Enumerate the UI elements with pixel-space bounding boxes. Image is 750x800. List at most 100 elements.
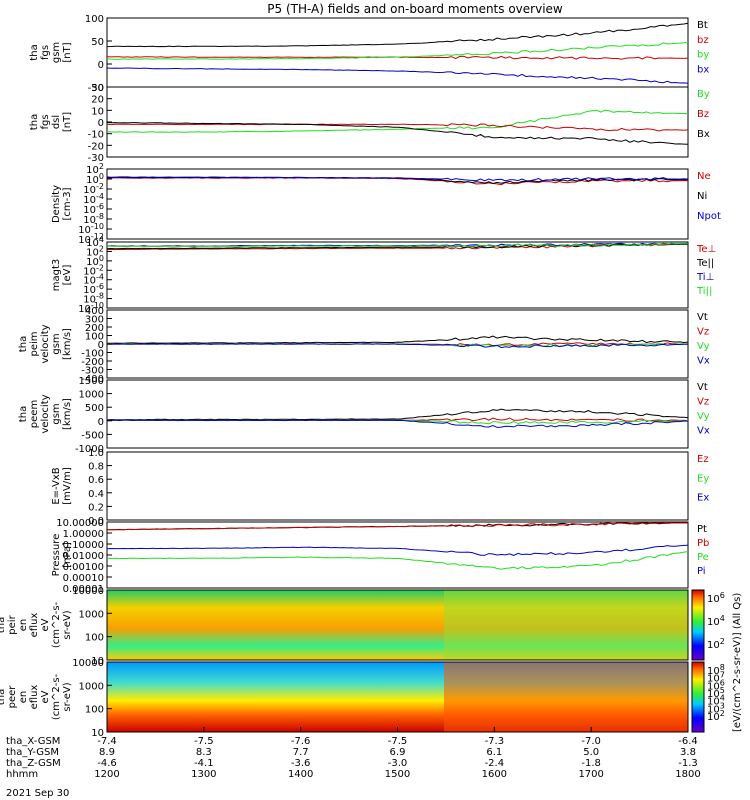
- ytick-label: 0.00010: [63, 573, 104, 584]
- legend-by: by: [697, 50, 709, 61]
- legend-Ni: Ni: [697, 191, 707, 202]
- series-line-Te⊥: [107, 243, 688, 251]
- ylabel-line: Density: [51, 185, 62, 223]
- ylabel-line: (cm^2-s-: [51, 673, 62, 720]
- ytick-label: 0.4: [88, 489, 104, 500]
- ytick-label: -10: [88, 130, 104, 141]
- ylabel-line: en: [18, 691, 29, 704]
- colorbar-tick: 104: [707, 614, 725, 628]
- ylabel-line: tha: [0, 617, 7, 633]
- ytick-label: 10-6: [83, 282, 104, 296]
- ylabel-line: tha: [29, 44, 40, 60]
- series-line-Vx: [106, 343, 688, 349]
- series-line-Npot: [106, 176, 689, 182]
- ytick-label: 1000: [79, 681, 104, 692]
- panel-5-ylabel: tha peim velocity gsm [km/s]: [18, 324, 73, 363]
- ytick-label: 0.0: [88, 516, 104, 527]
- panel-8: 10.000001.000000.100000.010000.001000.00…: [51, 518, 709, 595]
- colorbar-tick: 107: [707, 671, 725, 685]
- ytick-label: -50: [88, 83, 104, 94]
- ylabel-line: tha: [29, 114, 40, 130]
- series-line-By: [106, 109, 689, 133]
- panel-4-ylabel: magt3 [eV]: [51, 259, 73, 292]
- colorbar-2: [691, 661, 705, 733]
- colorbar-tick: 108: [707, 663, 725, 677]
- ytick-label: 0.10000: [63, 540, 104, 551]
- ytick-label: 10-2: [83, 182, 104, 196]
- ytick-label: 102: [86, 244, 104, 258]
- series-line-Pb: [106, 522, 688, 531]
- ytick-label: -200: [81, 357, 104, 368]
- panel-9: 10000 1000 100 10 tha peir en eflux eV (cm^2-s-sr…: [0, 586, 689, 667]
- ytick-label: 100: [85, 14, 104, 25]
- ephem-value: -7.3: [485, 736, 505, 747]
- series-line-bx: [106, 67, 689, 84]
- ytick-label: 100: [85, 633, 104, 644]
- ylabel-line: E=-VxB: [51, 467, 62, 504]
- legend-Te||: Te||: [696, 258, 714, 269]
- ephem-value: 3.8: [680, 747, 696, 758]
- ytick-label: 10-12: [78, 232, 104, 246]
- ytick-label: 1000: [79, 390, 104, 401]
- panel-6-ylabel: tha peem velocity gsm [km/s]: [18, 394, 73, 433]
- colorbar-tick: 106: [707, 678, 725, 692]
- legend-Ne: Ne: [697, 171, 711, 182]
- series-line-Pi: [106, 544, 689, 556]
- series-line-Vx: [106, 419, 689, 428]
- ephem-value: 6.9: [390, 747, 406, 758]
- ylabel-line: Pressure: [51, 534, 62, 577]
- series-line-Bt: [106, 22, 689, 48]
- ytick-label: 1000: [79, 609, 104, 620]
- ytick-label: 200: [85, 323, 104, 334]
- ytick-label: 10000: [72, 658, 104, 669]
- ylabel-line: peim: [29, 331, 40, 356]
- ytick-label: -500: [81, 430, 104, 441]
- ylabel-line: [mV/m]: [62, 467, 73, 505]
- panel-7-frame: [106, 451, 689, 521]
- ylabel-line: [nT]: [62, 112, 73, 132]
- ephem-value: 8.9: [99, 747, 115, 758]
- ytick-label: 500: [85, 403, 104, 414]
- ytick-label: 10-10: [78, 222, 104, 236]
- ytick-label: 10-10: [78, 301, 104, 315]
- legend-Vx: Vx: [697, 426, 710, 437]
- ytick-label: 0.2: [88, 502, 104, 513]
- panel-9-frame: [106, 589, 689, 661]
- figure-title: P5 (TH-A) fields and on-board moments ov…: [267, 2, 563, 16]
- ephem-value: -4.6: [97, 758, 117, 769]
- ephem-value: 8.3: [196, 747, 212, 758]
- ylabel-line: (cm^2-s-: [51, 601, 62, 648]
- legend-Ti⊥: Ti⊥: [696, 272, 714, 283]
- ylabel-line: [nPa]: [62, 542, 73, 568]
- ephem-value: 6.1: [486, 747, 502, 758]
- ephem-value: 1300: [191, 769, 216, 780]
- legend-Vy: Vy: [697, 341, 710, 352]
- ytick-label: 20: [91, 95, 104, 106]
- panel-6-frame: [106, 379, 689, 449]
- ytick-label: 0: [98, 340, 104, 351]
- ylabel-line: dsl: [51, 115, 62, 129]
- ytick-label: 1.0: [88, 448, 104, 459]
- colorbar-tick: 102: [707, 637, 725, 651]
- ytick-label: 10-2: [83, 263, 104, 277]
- ytick-label: 10-6: [83, 202, 104, 216]
- ytick-label: 10: [91, 106, 104, 117]
- ephem-value: -6.4: [678, 736, 698, 747]
- ytick-label: 100: [86, 254, 104, 268]
- ytick-label: 0.00100: [63, 562, 104, 573]
- ephem-value: 1700: [578, 769, 603, 780]
- ytick-label: 100: [86, 172, 104, 186]
- legend-Bz: Bz: [697, 109, 709, 120]
- ytick-label: 0.01000: [63, 551, 104, 562]
- ytick-label: 10.00000: [56, 518, 104, 529]
- ytick-label: 0: [98, 417, 104, 428]
- ytick-label: 0.6: [88, 475, 104, 486]
- legend-Ti||: Ti||: [696, 286, 712, 297]
- legend-Vt: Vt: [697, 312, 708, 323]
- ylabel-line: gsm: [51, 333, 62, 354]
- legend-Te⊥: Te⊥: [696, 244, 716, 255]
- ylabel-line: eV: [40, 618, 51, 631]
